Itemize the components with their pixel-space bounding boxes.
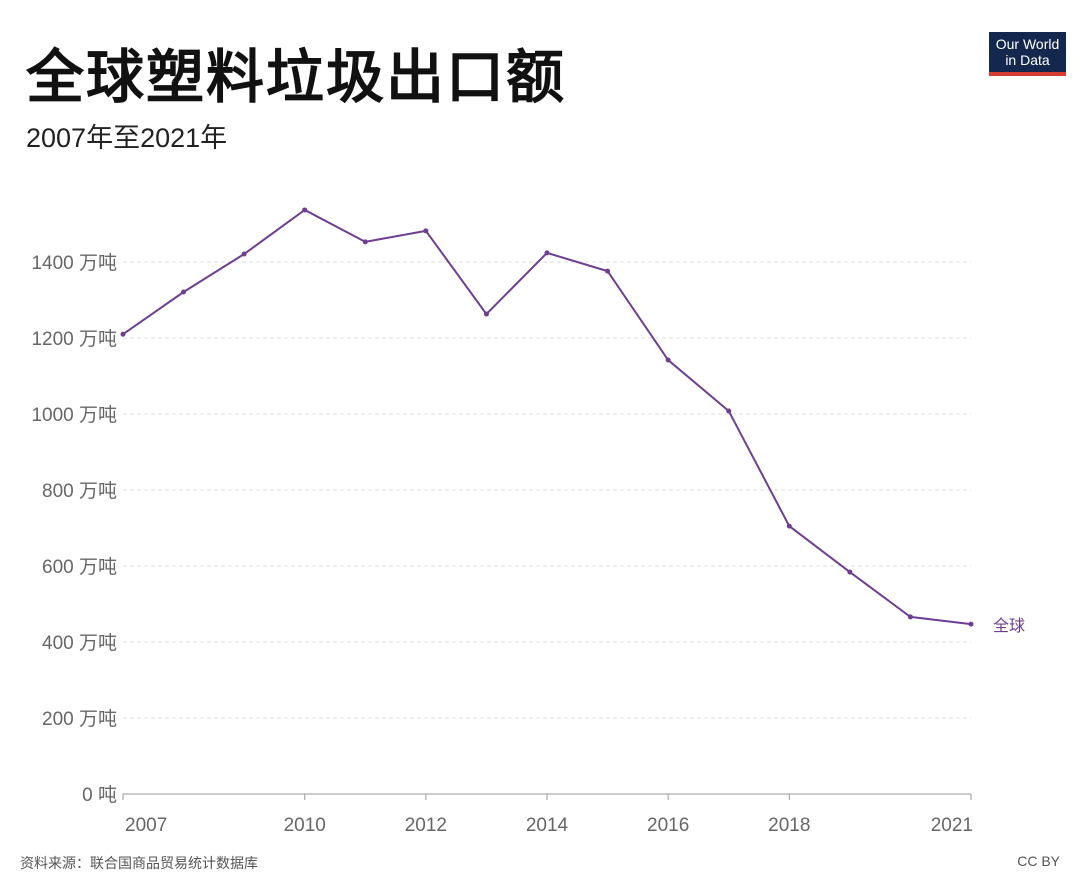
data-point xyxy=(241,251,247,257)
data-point xyxy=(605,268,611,274)
data-point xyxy=(423,228,429,234)
y-tick-label: 1200 万吨 xyxy=(31,328,117,350)
y-tick-label: 200 万吨 xyxy=(42,708,117,730)
x-tick-label: 2021 xyxy=(931,815,973,836)
x-tick-label: 2007 xyxy=(125,815,167,836)
data-point xyxy=(362,239,368,245)
data-point xyxy=(302,207,308,213)
license-link[interactable]: CC BY xyxy=(1017,853,1060,869)
logo-line1: Our World xyxy=(995,36,1060,52)
x-tick-label: 2018 xyxy=(768,815,810,836)
data-point xyxy=(665,357,671,363)
y-tick-label: 400 万吨 xyxy=(42,632,117,654)
x-tick-label: 2010 xyxy=(284,815,326,836)
x-tick-label: 2016 xyxy=(647,815,689,836)
data-point xyxy=(544,250,550,256)
owid-logo[interactable]: Our World in Data xyxy=(989,32,1066,76)
data-point xyxy=(907,614,913,620)
chart-subtitle: 2007年至2021年 xyxy=(26,123,228,153)
logo-line2: in Data xyxy=(1005,52,1050,68)
data-point xyxy=(181,289,187,295)
series-line xyxy=(122,208,972,626)
source-note: 资料来源：联合国商品贸易统计数据库 xyxy=(20,855,258,871)
data-point xyxy=(483,311,489,317)
y-tick-label: 600 万吨 xyxy=(42,556,117,578)
y-tick-label: 1000 万吨 xyxy=(31,404,117,426)
x-tick-label: 2012 xyxy=(405,815,447,836)
x-tick-label: 2014 xyxy=(526,815,569,836)
data-point xyxy=(968,621,974,627)
data-point xyxy=(120,331,126,337)
chart-title: 全球塑料垃圾出口额 xyxy=(26,43,567,111)
y-tick-label: 0 吨 xyxy=(82,784,117,806)
data-point xyxy=(726,408,732,414)
series-label: 全球 xyxy=(993,617,1025,635)
y-tick-label: 1400 万吨 xyxy=(31,252,117,274)
data-point xyxy=(847,569,853,575)
y-tick-label: 800 万吨 xyxy=(42,480,117,502)
data-point xyxy=(786,523,792,529)
